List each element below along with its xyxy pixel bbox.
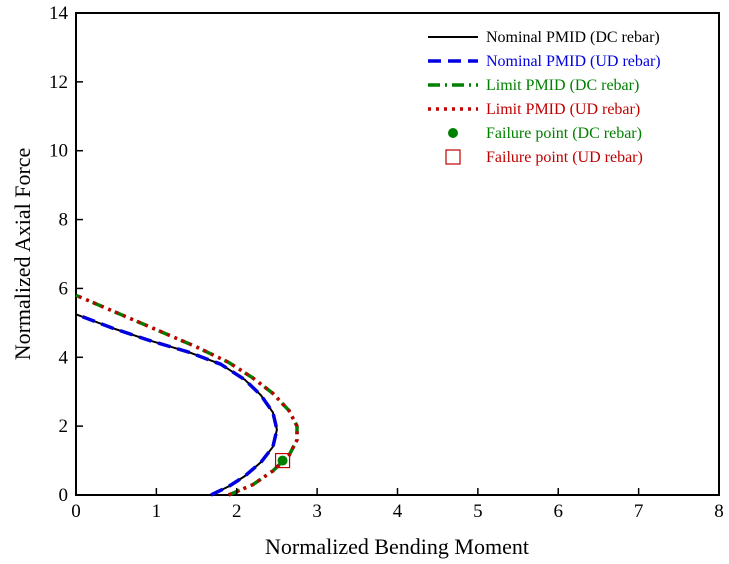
failure-point-dc-marker xyxy=(277,455,288,466)
x-tick-label: 2 xyxy=(232,501,242,522)
x-tick-label: 0 xyxy=(71,501,81,522)
x-tick-label: 8 xyxy=(714,501,724,522)
x-axis-ticks: 0 1 2 3 4 5 6 7 8 xyxy=(71,488,724,522)
y-tick-label: 0 xyxy=(59,485,69,506)
legend-label: Failure point (DC rebar) xyxy=(486,125,642,142)
x-tick-label: 4 xyxy=(393,501,403,522)
y-axis-ticks: 0 2 4 6 8 10 12 14 xyxy=(49,3,83,506)
legend-label: Nominal PMID (DC rebar) xyxy=(486,29,660,46)
legend-label: Nominal PMID (UD rebar) xyxy=(486,53,661,70)
x-tick-label: 1 xyxy=(152,501,162,522)
y-tick-label: 12 xyxy=(49,72,68,93)
y-axis-title: Normalized Axial Force xyxy=(10,148,35,361)
series-line-2 xyxy=(75,293,299,497)
y-tick-label: 14 xyxy=(49,3,69,24)
series-line-1 xyxy=(75,312,279,497)
legend: Nominal PMID (DC rebar) Nominal PMID (UD … xyxy=(428,29,661,166)
series-line-0 xyxy=(75,313,278,496)
legend-label: Failure point (UD rebar) xyxy=(486,149,643,166)
plot-series xyxy=(75,293,299,497)
y-tick-label: 2 xyxy=(59,416,69,437)
x-tick-label: 3 xyxy=(312,501,322,522)
failure-point-ud-marker xyxy=(274,452,291,469)
x-axis-title: Normalized Bending Moment xyxy=(265,534,529,559)
y-tick-label: 10 xyxy=(49,141,68,162)
x-tick-label: 6 xyxy=(554,501,564,522)
legend-label: Limit PMID (DC rebar) xyxy=(486,77,639,94)
y-tick-label: 8 xyxy=(59,210,69,231)
legend-marker xyxy=(445,149,461,165)
x-tick-label: 7 xyxy=(634,501,644,522)
legend-label: Limit PMID (UD rebar) xyxy=(486,101,640,118)
legend-marker xyxy=(448,128,458,138)
x-tick-label: 5 xyxy=(473,501,483,522)
y-tick-label: 6 xyxy=(59,278,69,299)
y-tick-label: 4 xyxy=(59,347,69,368)
